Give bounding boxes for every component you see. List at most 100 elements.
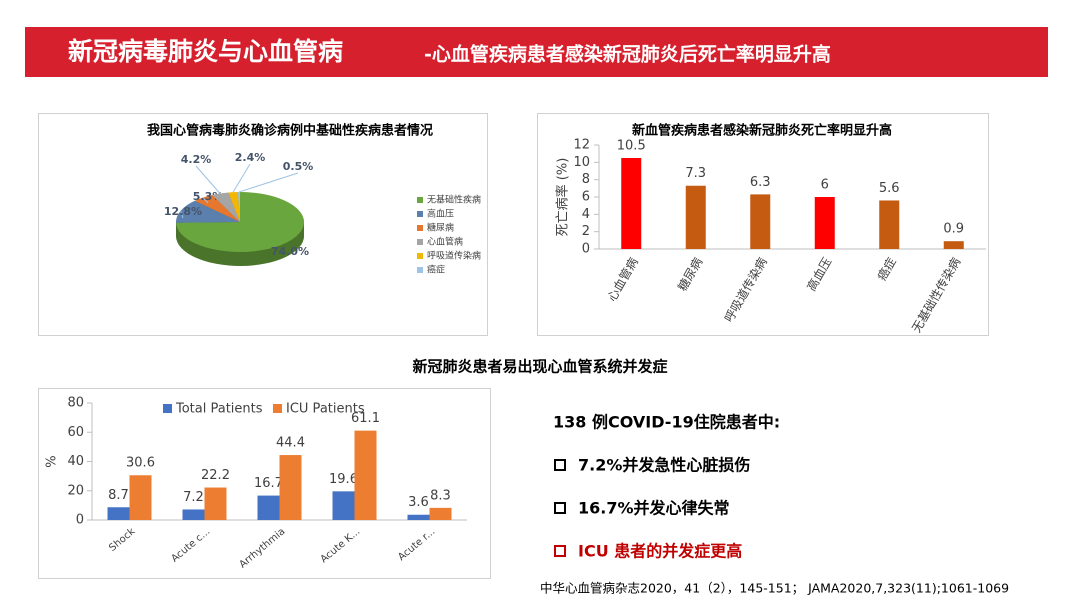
data-label: 16.7 <box>254 476 283 491</box>
y-tick-label: 40 <box>67 454 84 469</box>
bar <box>943 241 964 249</box>
data-label: 0.5% <box>283 160 314 173</box>
y-tick-label: 80 <box>67 396 84 411</box>
leader-line <box>180 210 184 219</box>
x-tick-label: 呼吸道传染病 <box>721 255 770 325</box>
bar <box>354 430 377 520</box>
y-tick-label: 8 <box>582 172 590 187</box>
x-tick-label: Shock <box>107 526 137 554</box>
bar <box>107 507 130 520</box>
legend-label: Total Patients <box>175 402 263 417</box>
data-label: 12.8% <box>164 205 202 218</box>
section-title: 新冠肺炎患者易出现心血管系统并发症 <box>412 358 667 376</box>
x-tick-label: 糖尿病 <box>674 255 705 294</box>
bullet-box <box>554 502 566 514</box>
bullet-box <box>554 459 566 471</box>
data-label: 44.4 <box>276 436 305 451</box>
legend-swatch <box>417 197 423 203</box>
data-label: 8.7 <box>108 488 129 503</box>
header-subtitle: -心血管疾病患者感染新冠肺炎后死亡率明显升高 <box>424 43 831 66</box>
bar <box>750 194 771 249</box>
pie-slice <box>194 194 240 222</box>
legend-swatch <box>417 225 423 231</box>
legend-label: 心血管病 <box>427 236 463 248</box>
data-label: 4.2% <box>181 153 212 166</box>
legend-label: 呼吸道传染病 <box>427 250 481 262</box>
legend-swatch <box>163 404 172 413</box>
y-tick-label: 60 <box>67 425 84 440</box>
chart-title: 新血管疾病患者感染新冠肺炎死亡率明显升高 <box>632 123 892 139</box>
y-tick-label: 10 <box>573 155 590 170</box>
data-label: 10.5 <box>617 139 646 154</box>
data-label: 30.6 <box>126 456 155 471</box>
legend-swatch <box>417 253 423 259</box>
data-label: 2.4% <box>235 151 266 164</box>
x-tick-label: 高血压 <box>803 255 834 294</box>
legend-swatch <box>417 239 423 245</box>
citation: 中华心血管病杂志2020，41（2），145-151； JAMA2020,7,3… <box>540 581 1009 596</box>
legend-label: 癌症 <box>427 264 445 276</box>
leader-line <box>202 197 209 204</box>
x-tick-label: Acute K... <box>319 526 363 565</box>
data-label: 0.9 <box>943 222 964 237</box>
data-label: 61.1 <box>351 411 380 426</box>
finding: ICU 患者的并发症更高 <box>578 542 742 561</box>
finding: 16.7%并发心律失常 <box>578 499 730 518</box>
bar <box>407 514 430 520</box>
bar <box>685 185 706 249</box>
panel <box>38 113 488 336</box>
bar <box>429 507 452 520</box>
y-axis-label: 死亡病率 (%) <box>555 158 571 237</box>
bullet-box <box>554 545 566 557</box>
bar <box>257 495 280 520</box>
findings-heading: 138 例COVID-19住院患者中: <box>553 413 780 432</box>
data-label: 5.6 <box>879 181 900 196</box>
x-tick-label: 癌症 <box>874 255 899 283</box>
legend-label: 糖尿病 <box>427 222 454 234</box>
data-label: 6.3 <box>750 175 771 190</box>
bar <box>279 455 302 520</box>
x-tick-label: Acute r... <box>396 526 437 563</box>
bar <box>814 197 835 249</box>
y-axis-label: % <box>45 455 60 467</box>
x-tick-label: Acute c... <box>169 526 212 565</box>
bar <box>129 475 152 520</box>
panel <box>38 388 491 579</box>
panel <box>537 113 989 336</box>
y-tick-label: 4 <box>582 207 590 222</box>
legend-swatch <box>273 404 282 413</box>
finding: 7.2%并发急性心脏损伤 <box>578 456 750 475</box>
legend-swatch <box>417 267 423 273</box>
pie-slice <box>228 192 240 222</box>
bar <box>182 509 205 520</box>
header-title: 新冠病毒肺炎与心血管病 <box>68 37 343 66</box>
bar <box>204 487 227 520</box>
data-label: 5.3% <box>193 190 224 203</box>
pie-slice <box>212 192 240 222</box>
chart-title: 我国心管病毒肺炎确诊病例中基础性疾病患者情况 <box>147 123 433 139</box>
bar <box>621 158 642 249</box>
data-label: 22.2 <box>201 468 230 483</box>
y-tick-label: 2 <box>582 224 590 239</box>
y-tick-label: 12 <box>573 138 590 153</box>
data-label: 6 <box>821 178 829 193</box>
y-tick-label: 0 <box>76 513 84 528</box>
data-label: 19.6 <box>329 472 358 487</box>
bar <box>332 491 355 520</box>
y-tick-label: 0 <box>582 242 590 257</box>
data-label: 74.0% <box>271 245 309 258</box>
x-tick-label: 无基础性传染病 <box>908 255 963 335</box>
legend-swatch <box>417 211 423 217</box>
legend-label: 高血压 <box>427 208 454 220</box>
bar <box>879 200 900 249</box>
pie-slice <box>176 192 304 252</box>
pie-slice <box>175 200 240 223</box>
data-label: 8.3 <box>430 488 451 503</box>
leader-line <box>195 165 221 194</box>
x-tick-label: Arrhythmia <box>237 526 287 570</box>
legend-label: 无基础性疾病 <box>427 194 481 206</box>
leader-line <box>238 172 299 193</box>
data-label: 3.6 <box>408 495 429 510</box>
leader-line <box>232 163 251 193</box>
